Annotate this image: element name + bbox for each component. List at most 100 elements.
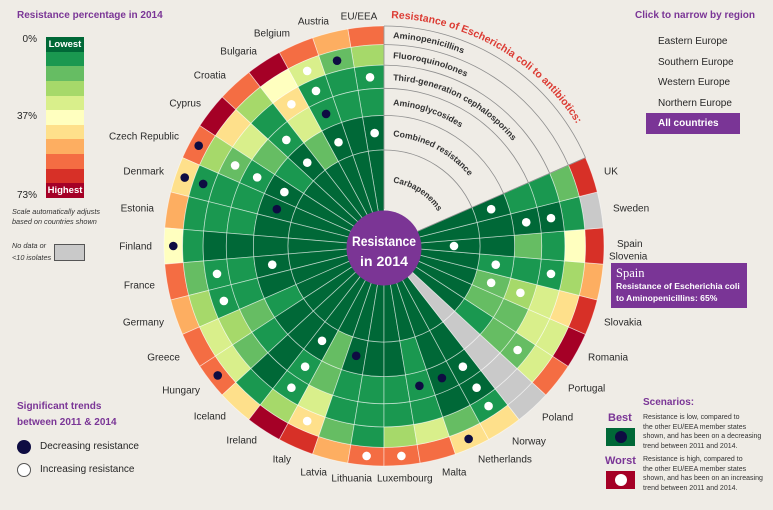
scale-note-line1: Scale automatically adjusts: [12, 207, 101, 216]
decreasing-trend-dot: [169, 241, 178, 251]
ring-label-fluoroquinolones: Fluoroquinolones: [393, 50, 470, 79]
no-data-line2: <10 isolates: [12, 253, 52, 262]
ring-label-text: Combined resistance: [393, 128, 475, 177]
country-label-germany: Germany: [123, 318, 164, 329]
legend-bin: [46, 124, 84, 140]
country-label-cyprus: Cyprus: [169, 99, 201, 110]
worst-scenario-swatch: [606, 471, 635, 489]
cell-lithuania-aminoglycosides[interactable]: [357, 374, 385, 405]
tooltip-line2: to Aminopenicillins: 65%: [616, 293, 718, 303]
best-desc-line3: shown, and has been on a decreasing: [643, 433, 762, 440]
cell-spain-third-generation-cephalosporins[interactable]: [540, 230, 566, 262]
increasing-trend-dot: [484, 401, 493, 411]
sector-ring-arc: [383, 87, 529, 183]
sector-ring-arc: [383, 25, 586, 158]
center-label-line2: in 2014: [360, 253, 408, 269]
sector-ring-arc: [383, 149, 473, 208]
best-label: Best: [608, 412, 632, 424]
cell-eu-eea-fluoroquinolones[interactable]: [350, 44, 385, 69]
color-scale-bar: Lowest Highest: [46, 37, 84, 199]
cell-finland-combined-resistance[interactable]: [253, 234, 289, 258]
ring-label-text: Fluoroquinolones: [393, 50, 470, 79]
decreasing-trend-dot: [464, 434, 473, 444]
tooltip: Spain Resistance of Escherichia coli to …: [611, 263, 747, 308]
increasing-dot-icon: [17, 463, 31, 477]
country-label-belgium: Belgium: [254, 29, 290, 40]
country-label-austria: Austria: [298, 17, 330, 28]
cell-spain-aminoglycosides[interactable]: [513, 232, 543, 260]
cell-lithuania-fluoroquinolones[interactable]: [350, 423, 385, 448]
increasing-trend-dot: [449, 241, 459, 251]
country-label-finland: Finland: [119, 242, 152, 253]
cell-finland-fluoroquinolones[interactable]: [182, 228, 205, 264]
trends-title-line2: between 2011 & 2014: [17, 417, 117, 428]
increasing-trend-dot: [317, 336, 327, 346]
decreasing-dot-icon: [615, 431, 627, 443]
sector-ring-arc: [383, 115, 504, 194]
cell-spain-fluoroquinolones[interactable]: [563, 228, 586, 264]
region-filter-title: Click to narrow by region: [635, 10, 756, 21]
legend-bin: [46, 168, 84, 184]
ring-label-text: Aminoglycosides: [393, 97, 465, 129]
country-label-luxembourg: Luxembourg: [377, 474, 433, 485]
increasing-trend-dot: [267, 260, 277, 269]
worst-desc-line3: shown, and has been on an increasing: [643, 475, 763, 482]
tooltip-country: Spain: [616, 266, 645, 280]
cell-spain-combined-resistance[interactable]: [479, 234, 515, 258]
region-all-countries[interactable]: All countries: [646, 113, 740, 134]
trend-dots: [169, 56, 556, 461]
worst-desc-line1: Resistance is high, compared to: [643, 456, 743, 463]
decreasing-label: Decreasing resistance: [40, 441, 139, 452]
worst-desc-line2: the other EU/EEA member states: [643, 465, 747, 473]
decreasing-trend-dot: [351, 351, 361, 361]
country-label-greece: Greece: [147, 353, 180, 364]
increasing-trend-dot: [365, 72, 375, 82]
cell-finland-third-generation-cephalosporins[interactable]: [202, 230, 228, 262]
increasing-dot-icon: [615, 474, 627, 486]
increasing-trend-dot: [280, 187, 289, 197]
region-eastern-europe[interactable]: Eastern Europe: [658, 36, 728, 47]
tooltip-line1: Resistance of Escherichia coli: [616, 281, 740, 291]
legend-bin: [46, 154, 84, 169]
increasing-trend-dot: [230, 161, 240, 170]
country-label-denmark: Denmark: [123, 167, 165, 178]
increasing-trend-dot: [546, 213, 556, 223]
country-label-estonia: Estonia: [121, 204, 155, 215]
increasing-trend-dot: [546, 269, 556, 279]
increasing-trend-dot: [486, 278, 496, 288]
region-western-europe[interactable]: Western Europe: [658, 77, 731, 88]
cell-lithuania-third-generation-cephalosporins[interactable]: [353, 401, 385, 428]
country-label-czech-republic: Czech Republic: [109, 132, 179, 143]
legend-bin: [46, 110, 84, 125]
country-label-norway: Norway: [512, 437, 546, 448]
cell-luxembourg-third-generation-cephalosporins[interactable]: [383, 401, 415, 428]
cell-luxembourg-fluoroquinolones[interactable]: [383, 423, 418, 448]
cell-spain-aminopenicillins[interactable]: [584, 227, 605, 265]
no-data-swatch: [54, 244, 85, 261]
cell-eu-eea-aminopenicillins[interactable]: [347, 25, 385, 48]
country-label-uk: UK: [604, 167, 618, 178]
increasing-trend-dot: [287, 99, 296, 109]
legend-bin: [46, 80, 84, 96]
increasing-trend-dot: [252, 173, 262, 182]
region-southern-europe[interactable]: Southern Europe: [658, 57, 734, 68]
legend-bin: [46, 183, 84, 199]
decreasing-trend-dot: [272, 204, 282, 214]
country-label-portugal: Portugal: [568, 384, 605, 395]
legend-title: Resistance percentage in 2014: [17, 10, 163, 21]
legend-lowest-label: Lowest: [48, 39, 82, 50]
increasing-trend-dot: [516, 288, 525, 298]
country-label-romania: Romania: [588, 353, 628, 364]
increasing-trend-dot: [212, 269, 222, 279]
legend-highest-label: Highest: [47, 185, 83, 196]
ring-label-combined-resistance: Combined resistance: [393, 128, 475, 177]
region-northern-europe[interactable]: Northern Europe: [658, 98, 732, 109]
decreasing-trend-dot: [180, 173, 190, 182]
decreasing-trend-dot: [194, 141, 203, 151]
decreasing-trend-dot: [213, 371, 223, 380]
increasing-trend-dot: [334, 137, 343, 147]
increasing-trend-dot: [302, 416, 312, 426]
cell-finland-aminoglycosides[interactable]: [225, 232, 255, 260]
best-scenario-swatch: [606, 428, 635, 446]
